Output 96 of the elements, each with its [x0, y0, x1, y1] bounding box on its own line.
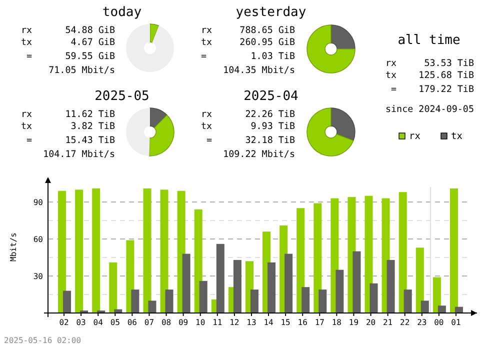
text: rx 53.53 TiB [385, 58, 474, 69]
donut-slice [330, 24, 356, 50]
text: 104.35 Mbit/s [223, 65, 295, 76]
text: = 59.55 GiB [26, 51, 116, 62]
x-tick-label: 01 [451, 318, 461, 327]
donut-slice [126, 108, 150, 156]
text: tx 9.93 TiB [200, 121, 296, 132]
x-tick-label: 08 [161, 318, 172, 327]
x-tick-label: 20 [366, 318, 376, 327]
legend-label: tx [451, 131, 463, 142]
x-tick-label: 15 [280, 318, 291, 327]
x-tick-label: 04 [93, 318, 104, 327]
donut-slice [148, 114, 174, 156]
bar [336, 270, 344, 313]
bar [109, 262, 118, 313]
bar [131, 290, 140, 313]
text: 71.05 Mbit/s [48, 65, 115, 76]
bar [199, 280, 208, 313]
bar [284, 254, 293, 313]
text: 109.22 Mbit/s [223, 149, 295, 160]
bar [370, 283, 378, 313]
bar [296, 208, 305, 313]
text: rx 54.88 GiB [20, 25, 116, 36]
chart-title: 2025-05 [94, 89, 150, 104]
x-tick-label: 12 [230, 318, 240, 327]
text: = 1.03 TiB [200, 51, 296, 62]
donut-slice [330, 108, 356, 141]
bar [318, 290, 327, 313]
donut-slice [306, 24, 356, 74]
text: tx 3.82 TiB [20, 121, 116, 132]
bar [216, 244, 224, 313]
legend-label: rx [409, 131, 421, 142]
x-tick-label: 00 [434, 318, 444, 327]
bar [63, 290, 72, 313]
x-tick-label: 06 [127, 318, 138, 327]
bar [75, 190, 84, 313]
text: rx 22.26 TiB [200, 109, 296, 120]
bar [432, 277, 441, 313]
bar [314, 203, 322, 313]
y-axis-title: Mbit/s [9, 232, 18, 262]
chart-title: 2025-04 [244, 89, 299, 104]
x-tick-label: 17 [314, 318, 325, 327]
chart-title: today [102, 5, 142, 20]
y-tick-label: 60 [33, 234, 44, 244]
bar [302, 287, 310, 313]
donut-slice [150, 108, 168, 128]
x-tick-label: 13 [246, 318, 256, 327]
bar [148, 300, 156, 313]
bar [182, 254, 190, 313]
bar [364, 196, 373, 313]
y-tick-label: 90 [33, 198, 44, 207]
bar [450, 188, 458, 313]
x-tick-label: 09 [178, 318, 188, 327]
x-tick-label: 21 [382, 318, 393, 327]
bar [416, 248, 424, 313]
bar [398, 192, 407, 313]
text: all time [398, 33, 460, 48]
x-tick-label: 23 [417, 318, 427, 327]
bar [250, 290, 258, 313]
x-tick-label: 18 [332, 318, 342, 327]
x-tick-label: 19 [348, 318, 359, 327]
bar [92, 188, 100, 313]
bar [160, 190, 168, 313]
bar [438, 306, 446, 313]
bar [233, 260, 242, 313]
bar [420, 300, 429, 313]
x-tick-label: 22 [400, 318, 410, 327]
donut-slice [306, 108, 354, 156]
x-tick-label: 11 [212, 318, 222, 327]
bar [268, 262, 276, 313]
text: = 179.22 TiB [391, 84, 474, 95]
text: 104.17 Mbit/s [43, 149, 115, 160]
text: rx 11.62 TiB [20, 109, 116, 120]
y-tick-label: 30 [33, 272, 44, 281]
x-tick-label: 07 [144, 318, 154, 327]
bar [165, 290, 174, 313]
bar [404, 290, 412, 313]
text: since 2024-09-05 [385, 104, 474, 115]
x-tick-label: 14 [264, 318, 274, 327]
x-tick-label: 03 [76, 318, 86, 327]
text: 2025-05-16 02:00 [4, 336, 82, 345]
x-tick-label: 16 [298, 318, 308, 327]
text: tx 125.68 TiB [385, 70, 474, 81]
text: = 32.18 TiB [206, 135, 296, 146]
x-tick-label: 05 [110, 318, 120, 327]
chart-title: yesterday [236, 5, 306, 20]
text: tx 4.67 GiB [20, 37, 116, 48]
text: = 15.43 TiB [26, 135, 116, 146]
bar [143, 188, 152, 313]
bar [58, 190, 66, 313]
bar [352, 251, 361, 313]
bar [386, 260, 395, 313]
x-tick-label: 02 [59, 318, 70, 327]
x-tick-label: 10 [196, 318, 206, 327]
text: rx 788.65 GiB [200, 25, 296, 36]
text: tx 260.95 GiB [200, 37, 296, 48]
